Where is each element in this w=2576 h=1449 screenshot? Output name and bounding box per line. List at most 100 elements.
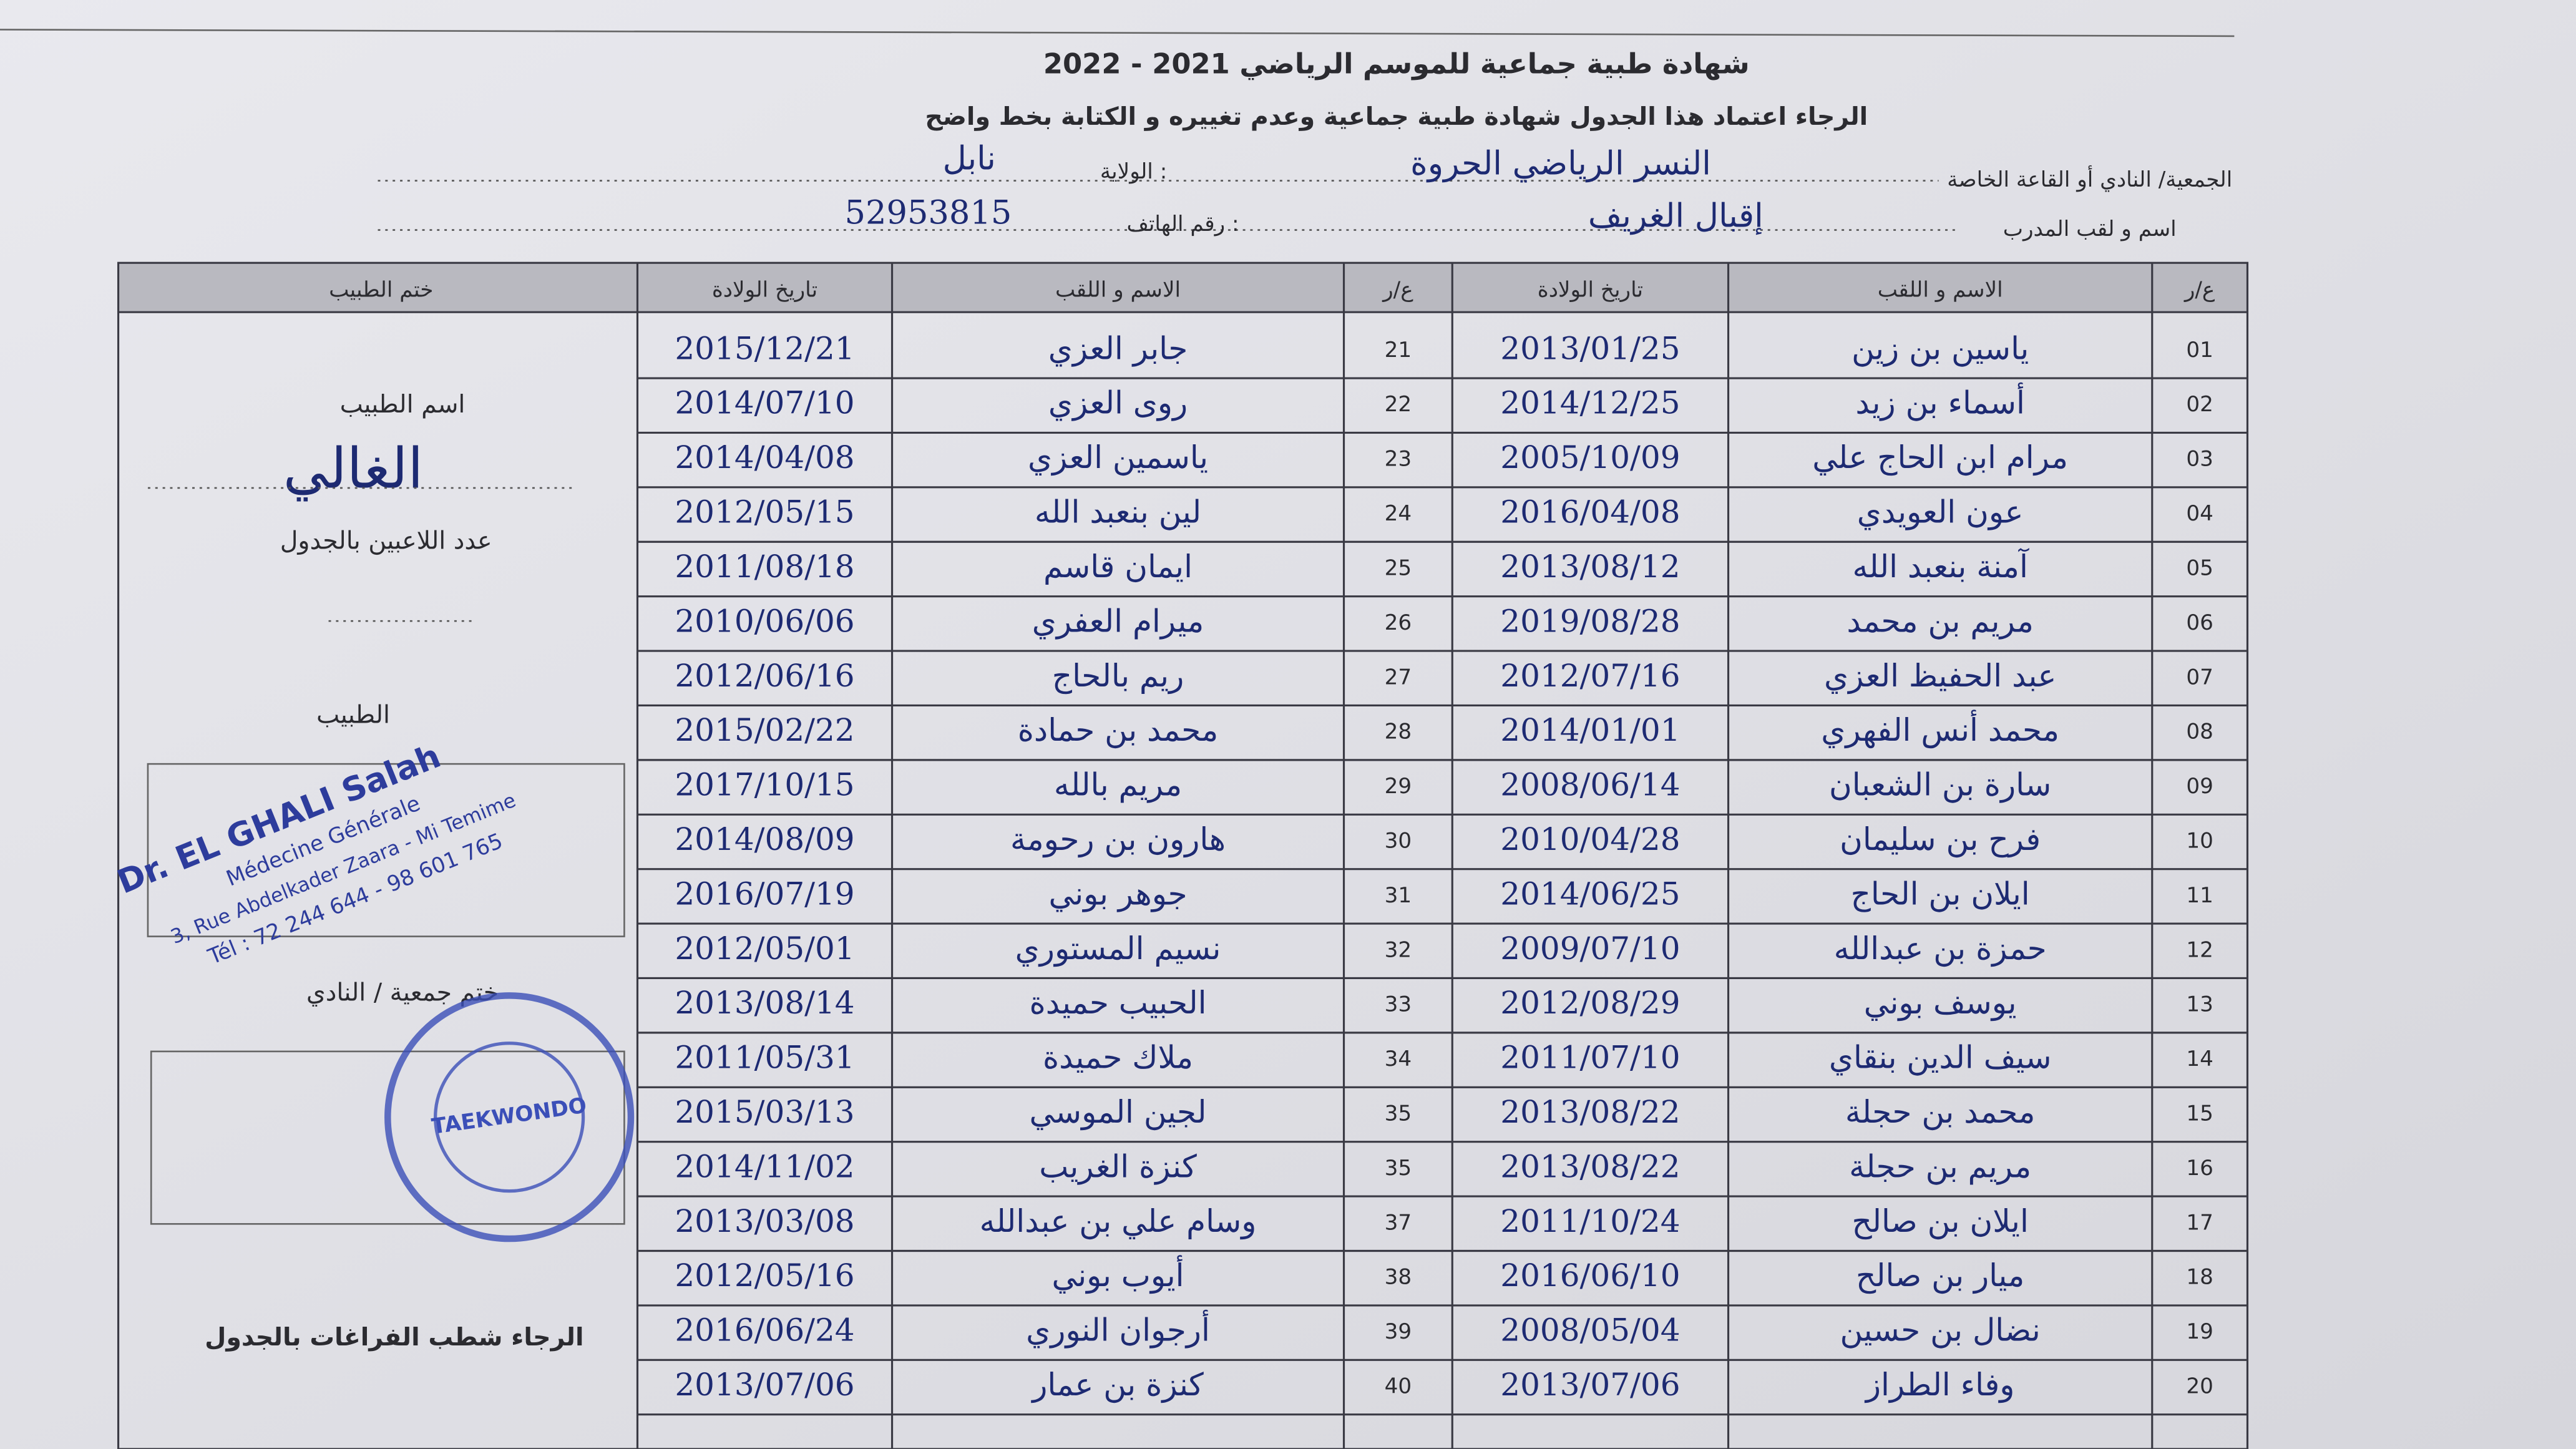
birth-date: 2013/08/14 (675, 985, 854, 1021)
row-number: 03 (2186, 447, 2213, 472)
row-number: 22 (1385, 392, 1412, 417)
player-name: محمد بن حجلة (1845, 1094, 2036, 1131)
player-name: مريم بن حجلة (1849, 1148, 2031, 1185)
stamp-ring (384, 992, 635, 1242)
row-number: 09 (2186, 774, 2213, 799)
birth-date: 2012/07/16 (1500, 658, 1680, 694)
doctor-name-label: اسم الطبيب (340, 390, 466, 419)
birth-date: 2016/06/24 (675, 1312, 854, 1349)
player-name: نسيم المستوري (1015, 930, 1221, 967)
birth-date: 2014/01/01 (1500, 712, 1680, 748)
player-name: روى العزي (1048, 385, 1188, 422)
player-name: الحبيب حميدة (1030, 985, 1207, 1021)
player-name: نضال بن حسين (1840, 1312, 2040, 1349)
birth-date: 2012/05/15 (675, 494, 854, 530)
player-name: وسام علي بن عبدالله (980, 1203, 1257, 1240)
row-number: 26 (1385, 610, 1412, 635)
player-name: مرام ابن الحاج علي (1812, 439, 2068, 476)
player-name: وفاء الطراز (1864, 1367, 2015, 1403)
row-number: 38 (1385, 1265, 1412, 1290)
row-number: 39 (1385, 1319, 1412, 1344)
signature: الغالي (283, 437, 423, 502)
row-number: 37 (1385, 1210, 1412, 1235)
player-name: محمد بن حمادة (1018, 712, 1219, 749)
row-number: 35 (1385, 1101, 1412, 1126)
birth-date: 2014/07/10 (675, 385, 854, 421)
row-number: 30 (1385, 828, 1412, 853)
field-label: رقم الهاتف : (1126, 212, 1239, 237)
birth-date: 2013/08/22 (1500, 1094, 1680, 1130)
player-name: عبد الحفيظ العزي (1824, 658, 2056, 695)
birth-date: 2015/12/21 (675, 330, 854, 366)
field-label: الولاية : (1100, 159, 1167, 184)
player-name: فرح بن سليمان (1840, 821, 2041, 858)
column-header: ع/ر (2183, 277, 2215, 302)
row-number: 25 (1385, 555, 1412, 580)
row-number: 20 (2186, 1374, 2213, 1399)
birth-date: 2014/12/25 (1500, 385, 1680, 421)
row-number: 04 (2186, 501, 2213, 526)
field-label: اسم و لقب المدرب (2003, 217, 2177, 242)
player-name: كنزة الغريب (1039, 1148, 1197, 1185)
player-name: أسماء بن زيد (1855, 382, 2025, 422)
player-name: جوهر بوني (1049, 876, 1188, 912)
birth-date: 2010/04/28 (1500, 821, 1680, 857)
birth-date: 2016/06/10 (1500, 1257, 1680, 1294)
row-number: 35 (1385, 1156, 1412, 1181)
row-number: 11 (2186, 883, 2213, 908)
player-name: سيف الدين بنقاي (1829, 1040, 2052, 1076)
player-name: ملاك حميدة (1043, 1040, 1193, 1076)
birth-date: 2013/01/25 (1500, 330, 1680, 366)
column-header: ع/ر (1382, 277, 1413, 302)
player-name: عون العويدي (1857, 494, 2024, 531)
row-number: 33 (1385, 992, 1412, 1017)
row-number: 10 (2186, 828, 2213, 853)
row-number: 17 (2186, 1210, 2213, 1235)
birth-date: 2016/04/08 (1500, 494, 1680, 530)
players-table: ع/ر الاسم و اللقب تاريخ الولادة ع/ر الاسم و … (117, 261, 2249, 1449)
birth-date: 2010/06/06 (675, 603, 854, 639)
birth-date: 2011/10/24 (1500, 1203, 1680, 1239)
player-name: أرجوان النوري (1026, 1309, 1210, 1349)
player-name: ايلان بن الحاج (1851, 876, 2030, 912)
row-number: 27 (1385, 665, 1412, 690)
row-number: 16 (2186, 1156, 2213, 1181)
birth-date: 2008/06/14 (1500, 767, 1680, 803)
birth-date: 2012/06/16 (675, 658, 854, 694)
birth-date: 2012/05/01 (675, 930, 854, 967)
column-header: الاسم و اللقب (1055, 277, 1181, 302)
column-header: تاريخ الولادة (1538, 277, 1643, 302)
birth-date: 2005/10/09 (1500, 439, 1680, 476)
field-value: 52953815 (844, 193, 1012, 232)
birth-date: 2009/07/10 (1500, 930, 1680, 967)
row-number: 34 (1385, 1046, 1412, 1071)
player-name: سارة بن الشعبان (1829, 767, 2051, 804)
birth-date: 2013/08/12 (1500, 549, 1680, 585)
doctor-sign-label: الطبيب (316, 700, 390, 729)
birth-date: 2013/08/22 (1500, 1148, 1680, 1184)
field-label: الجمعية/ النادي أو القاعة الخاصة (1947, 165, 2232, 192)
row-number: 05 (2186, 555, 2213, 580)
birth-date: 2013/07/06 (675, 1367, 854, 1403)
row-number: 18 (2186, 1265, 2213, 1290)
row-number: 40 (1385, 1374, 1412, 1399)
birth-date: 2011/07/10 (1500, 1040, 1680, 1076)
stamp-ring (434, 1042, 585, 1193)
row-number: 21 (1385, 338, 1412, 363)
player-name: ميرام العفري (1032, 603, 1204, 640)
birth-date: 2013/03/08 (675, 1203, 854, 1239)
birth-date: 2017/10/15 (675, 767, 854, 803)
birth-date: 2011/05/31 (675, 1040, 854, 1076)
birth-date: 2014/08/09 (675, 821, 854, 857)
row-number: 24 (1385, 501, 1412, 526)
player-name: لين بنعبد الله (1035, 494, 1201, 531)
row-number: 08 (2186, 720, 2213, 744)
table-border (117, 261, 2249, 1449)
player-name: حمزة بن عبدالله (1834, 930, 2047, 967)
field-value: النسر الرياضي الحروة (1410, 144, 1711, 182)
birth-date: 2014/11/02 (675, 1148, 854, 1184)
column-header: الاسم و اللقب (1878, 277, 2003, 302)
player-name: ايمان قاسم (1043, 549, 1193, 585)
footer-note: الرجاء شطب الفراغات بالجدول (205, 1323, 583, 1352)
